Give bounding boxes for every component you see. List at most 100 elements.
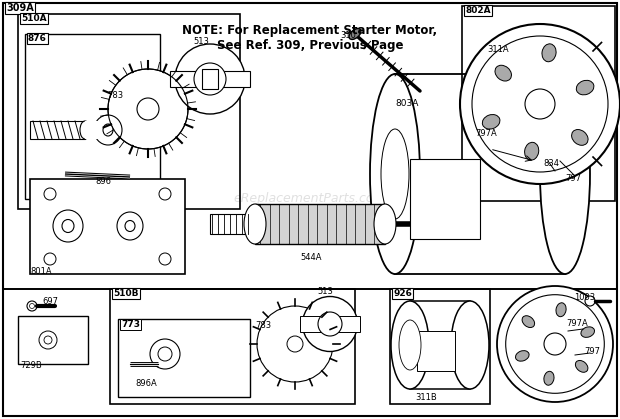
- Bar: [85, 121, 105, 139]
- Ellipse shape: [540, 74, 590, 274]
- Text: 797A: 797A: [475, 129, 497, 139]
- Ellipse shape: [318, 312, 342, 336]
- Ellipse shape: [525, 89, 555, 119]
- Text: 803A: 803A: [395, 99, 418, 109]
- Ellipse shape: [39, 331, 57, 349]
- Ellipse shape: [482, 114, 500, 129]
- Bar: [3, 289, 617, 416]
- Ellipse shape: [581, 327, 595, 337]
- Ellipse shape: [497, 286, 613, 402]
- Text: 773: 773: [121, 320, 140, 329]
- Ellipse shape: [544, 371, 554, 385]
- Ellipse shape: [150, 339, 180, 369]
- Text: 510B: 510B: [113, 289, 138, 298]
- Text: 310: 310: [340, 31, 356, 41]
- Ellipse shape: [585, 296, 595, 306]
- Text: 697: 697: [42, 297, 58, 307]
- Text: 1003: 1003: [574, 292, 595, 302]
- Bar: [18, 316, 88, 364]
- Ellipse shape: [577, 80, 594, 95]
- Ellipse shape: [515, 351, 529, 361]
- Ellipse shape: [158, 347, 172, 361]
- Ellipse shape: [257, 306, 333, 382]
- Ellipse shape: [303, 297, 358, 352]
- Ellipse shape: [194, 63, 226, 95]
- Bar: [25, 34, 160, 199]
- Bar: [390, 289, 490, 404]
- Ellipse shape: [44, 188, 56, 200]
- Bar: [255, 204, 385, 244]
- Ellipse shape: [137, 98, 159, 120]
- Ellipse shape: [117, 212, 143, 240]
- Ellipse shape: [103, 124, 113, 136]
- Text: 513: 513: [193, 37, 209, 47]
- Text: 926: 926: [393, 289, 412, 298]
- Ellipse shape: [544, 333, 566, 355]
- Text: 311A: 311A: [487, 44, 508, 54]
- Text: 797: 797: [584, 347, 600, 355]
- Text: 729B: 729B: [20, 360, 42, 370]
- Ellipse shape: [175, 44, 245, 114]
- Ellipse shape: [244, 204, 266, 244]
- Ellipse shape: [391, 301, 429, 389]
- Text: 309A: 309A: [6, 3, 33, 13]
- Text: 797: 797: [565, 174, 581, 184]
- Bar: [395, 74, 565, 274]
- Bar: [118, 319, 250, 397]
- Bar: [210, 214, 252, 234]
- Ellipse shape: [349, 28, 361, 39]
- Text: 510A: 510A: [21, 14, 46, 23]
- Bar: [462, 6, 615, 201]
- Ellipse shape: [125, 220, 135, 232]
- Bar: [30, 121, 85, 139]
- Text: 834: 834: [543, 160, 559, 168]
- Bar: [300, 316, 360, 332]
- Bar: [110, 289, 355, 404]
- Ellipse shape: [287, 336, 303, 352]
- Bar: [3, 3, 617, 289]
- Ellipse shape: [53, 210, 83, 242]
- Ellipse shape: [159, 253, 171, 265]
- Text: 544A: 544A: [300, 253, 322, 261]
- Text: 513: 513: [317, 287, 333, 297]
- Text: NOTE: For Replacement Starter Motor,
See Ref. 309, Previous Page: NOTE: For Replacement Starter Motor, See…: [182, 24, 438, 52]
- Ellipse shape: [94, 115, 122, 145]
- Ellipse shape: [108, 69, 188, 149]
- Bar: [410, 159, 480, 239]
- Text: 802A: 802A: [465, 6, 490, 15]
- Ellipse shape: [159, 188, 171, 200]
- Ellipse shape: [62, 220, 74, 233]
- Text: 896: 896: [95, 178, 111, 186]
- Ellipse shape: [556, 303, 566, 317]
- Bar: [170, 71, 250, 87]
- Ellipse shape: [451, 301, 489, 389]
- Ellipse shape: [575, 360, 588, 372]
- Ellipse shape: [525, 142, 539, 160]
- Ellipse shape: [572, 129, 588, 145]
- Ellipse shape: [542, 44, 556, 62]
- Ellipse shape: [399, 320, 421, 370]
- Ellipse shape: [80, 121, 90, 139]
- Text: 797A: 797A: [566, 320, 588, 328]
- Bar: [417, 331, 455, 371]
- Text: 783: 783: [255, 321, 271, 331]
- Ellipse shape: [44, 253, 56, 265]
- Ellipse shape: [460, 24, 620, 184]
- Ellipse shape: [27, 301, 37, 311]
- Ellipse shape: [370, 74, 420, 274]
- Ellipse shape: [44, 336, 52, 344]
- Text: 311B: 311B: [415, 393, 436, 401]
- Bar: [202, 69, 218, 89]
- Ellipse shape: [381, 129, 409, 219]
- Ellipse shape: [495, 65, 512, 81]
- Bar: [30, 179, 185, 274]
- Bar: [18, 14, 240, 209]
- Text: 896A: 896A: [135, 378, 157, 388]
- Ellipse shape: [374, 204, 396, 244]
- Ellipse shape: [30, 303, 35, 308]
- Text: 876: 876: [28, 34, 47, 43]
- Text: 783: 783: [107, 91, 123, 101]
- Text: 801A: 801A: [30, 267, 51, 277]
- Ellipse shape: [522, 316, 534, 328]
- Text: eReplacementParts.com: eReplacementParts.com: [234, 192, 386, 205]
